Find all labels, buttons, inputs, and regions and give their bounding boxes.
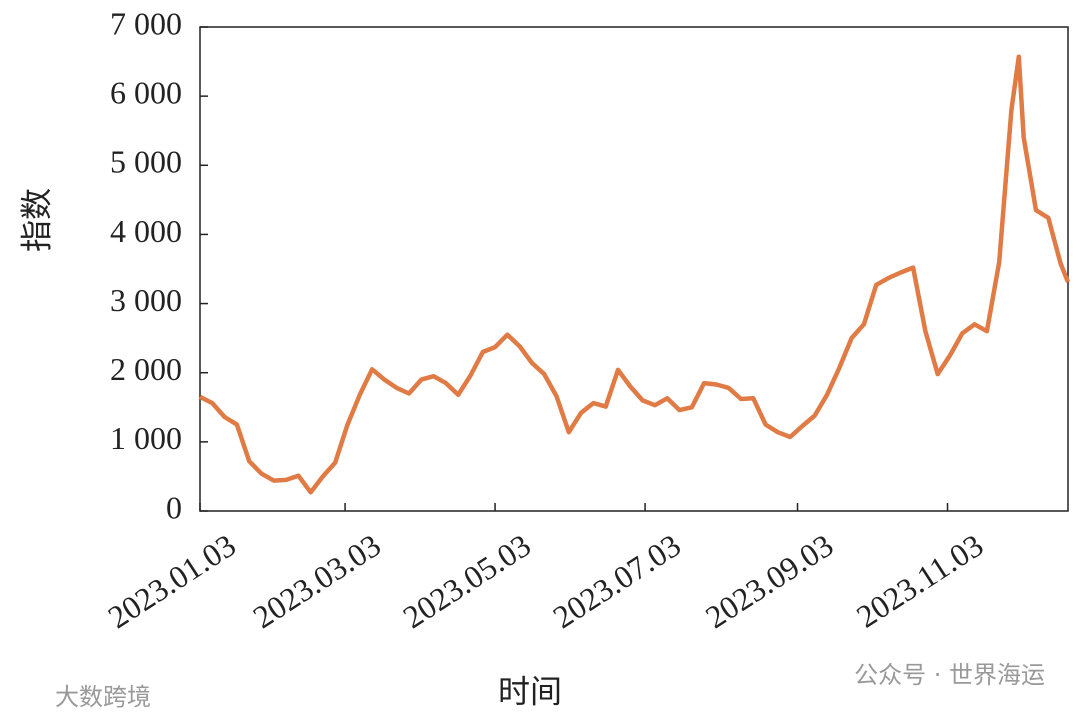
x-axis-label: 时间 <box>498 673 562 709</box>
plot-frame <box>199 26 1069 512</box>
watermark: 大数跨境 <box>55 683 151 711</box>
x-tick-label: 2023.05.03 <box>397 527 537 636</box>
x-tick-label: 2023.09.03 <box>699 527 839 636</box>
x-tick-label: 2023.01.03 <box>101 527 241 636</box>
y-tick-label: 2 000 <box>110 351 182 387</box>
y-tick-label: 0 <box>166 489 182 525</box>
y-tick-label: 4 000 <box>110 213 182 249</box>
y-tick-label: 5 000 <box>110 144 182 180</box>
y-tick-label: 1 000 <box>110 420 182 456</box>
x-tick-label: 2023.11.03 <box>850 527 989 635</box>
data-line <box>198 54 1071 495</box>
x-tick-label: 2023.03.03 <box>247 527 387 636</box>
y-axis-label: 指数 <box>18 188 54 252</box>
y-tick-label: 7 000 <box>110 5 182 41</box>
watermark: 公众号 · 世界海运 <box>854 661 1045 689</box>
x-tick-label: 2023.07.03 <box>547 527 687 636</box>
y-tick-label: 6 000 <box>110 74 182 110</box>
y-tick-label: 3 000 <box>110 282 182 318</box>
